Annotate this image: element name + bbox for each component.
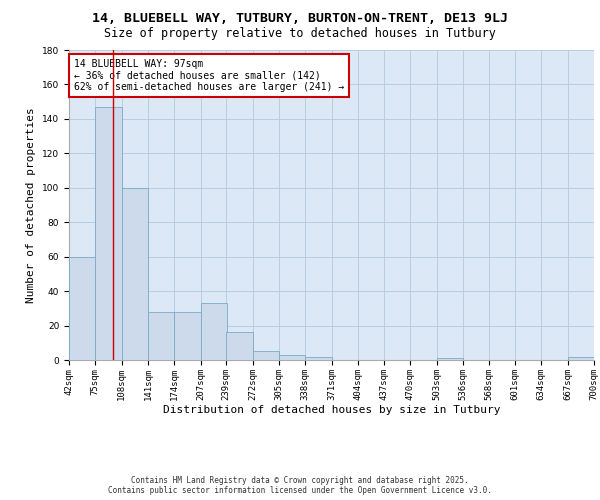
Bar bbox=[200, 303, 227, 360]
Bar bbox=[568, 356, 594, 360]
Bar bbox=[122, 188, 148, 360]
Bar bbox=[95, 107, 122, 360]
Bar bbox=[305, 356, 331, 360]
Bar bbox=[437, 358, 463, 360]
Bar bbox=[279, 355, 305, 360]
Y-axis label: Number of detached properties: Number of detached properties bbox=[26, 107, 37, 303]
X-axis label: Distribution of detached houses by size in Tutbury: Distribution of detached houses by size … bbox=[163, 406, 500, 415]
Text: 14, BLUEBELL WAY, TUTBURY, BURTON-ON-TRENT, DE13 9LJ: 14, BLUEBELL WAY, TUTBURY, BURTON-ON-TRE… bbox=[92, 12, 508, 26]
Bar bbox=[175, 312, 200, 360]
Text: Contains HM Land Registry data © Crown copyright and database right 2025.
Contai: Contains HM Land Registry data © Crown c… bbox=[108, 476, 492, 495]
Bar bbox=[253, 352, 279, 360]
Bar bbox=[69, 256, 95, 360]
Bar bbox=[148, 312, 175, 360]
Bar bbox=[226, 332, 253, 360]
Text: Size of property relative to detached houses in Tutbury: Size of property relative to detached ho… bbox=[104, 28, 496, 40]
Text: 14 BLUEBELL WAY: 97sqm
← 36% of detached houses are smaller (142)
62% of semi-de: 14 BLUEBELL WAY: 97sqm ← 36% of detached… bbox=[74, 60, 344, 92]
